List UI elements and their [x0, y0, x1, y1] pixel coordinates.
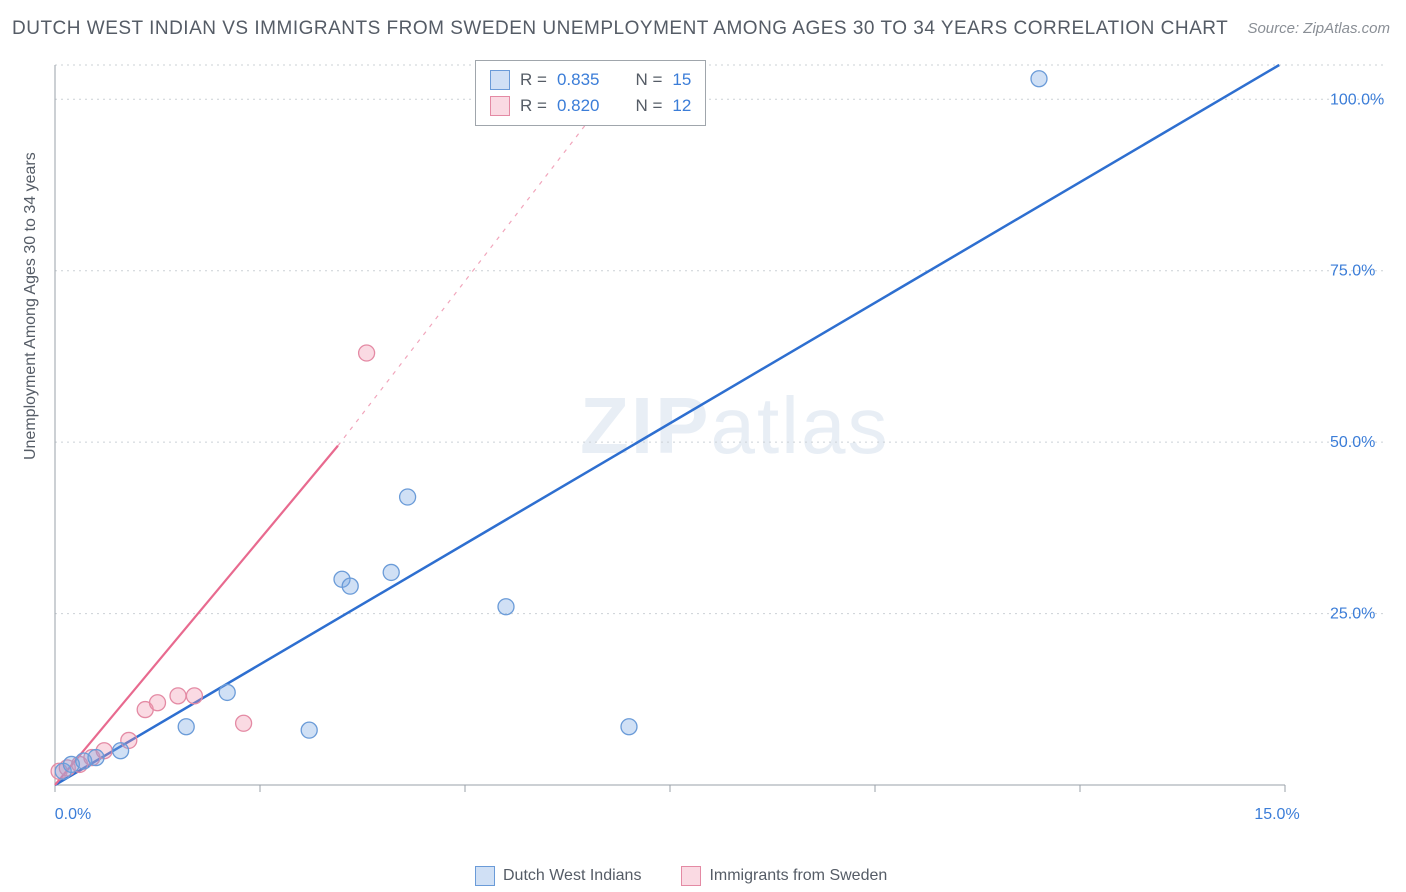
svg-text:100.0%: 100.0% [1330, 91, 1384, 108]
scatter-point [113, 743, 129, 759]
legend-r-value: 0.835 [557, 67, 600, 93]
scatter-point [219, 684, 235, 700]
y-axis-label: Unemployment Among Ages 30 to 34 years [22, 152, 40, 460]
svg-text:0.0%: 0.0% [55, 806, 91, 823]
svg-text:15.0%: 15.0% [1254, 806, 1299, 823]
scatter-point [342, 578, 358, 594]
source-label: Source: ZipAtlas.com [1247, 20, 1390, 37]
legend-stat-row: R = 0.820 N = 12 [490, 93, 691, 119]
svg-text:25.0%: 25.0% [1330, 606, 1375, 623]
legend-swatch [681, 866, 701, 886]
scatter-point [170, 688, 186, 704]
legend-r-label: R = [520, 67, 547, 93]
legend-stat-row: R = 0.835 N = 15 [490, 67, 691, 93]
legend-swatch [490, 96, 510, 116]
scatter-point [150, 695, 166, 711]
scatter-point [621, 719, 637, 735]
chart-svg: 25.0% 50.0% 75.0% 100.0% 0.0% 15.0% [55, 55, 1385, 825]
scatter-point [236, 715, 252, 731]
scatter-point [383, 564, 399, 580]
legend-r-label: R = [520, 93, 547, 119]
legend-stats: R = 0.835 N = 15 R = 0.820 N = 12 [475, 60, 706, 126]
legend-series: Dutch West Indians Immigrants from Sweden [475, 866, 887, 886]
legend-n-value: 15 [672, 67, 691, 93]
legend-series-label: Dutch West Indians [503, 867, 641, 885]
legend-series-item: Immigrants from Sweden [681, 866, 887, 886]
legend-n-label: N = [635, 93, 662, 119]
chart-title: DUTCH WEST INDIAN VS IMMIGRANTS FROM SWE… [12, 18, 1228, 40]
scatter-point [301, 722, 317, 738]
legend-swatch [490, 70, 510, 90]
scatter-plot: 25.0% 50.0% 75.0% 100.0% 0.0% 15.0% [55, 55, 1385, 825]
legend-swatch [475, 866, 495, 886]
legend-r-value: 0.820 [557, 93, 600, 119]
svg-text:75.0%: 75.0% [1330, 263, 1375, 280]
scatter-point [359, 345, 375, 361]
scatter-point [498, 599, 514, 615]
scatter-point [88, 750, 104, 766]
scatter-point [178, 719, 194, 735]
legend-n-value: 12 [672, 93, 691, 119]
legend-n-label: N = [635, 67, 662, 93]
legend-series-item: Dutch West Indians [475, 866, 641, 886]
svg-text:50.0%: 50.0% [1330, 434, 1375, 451]
scatter-point [1031, 71, 1047, 87]
scatter-point [400, 489, 416, 505]
scatter-point [186, 688, 202, 704]
legend-series-label: Immigrants from Sweden [709, 867, 887, 885]
